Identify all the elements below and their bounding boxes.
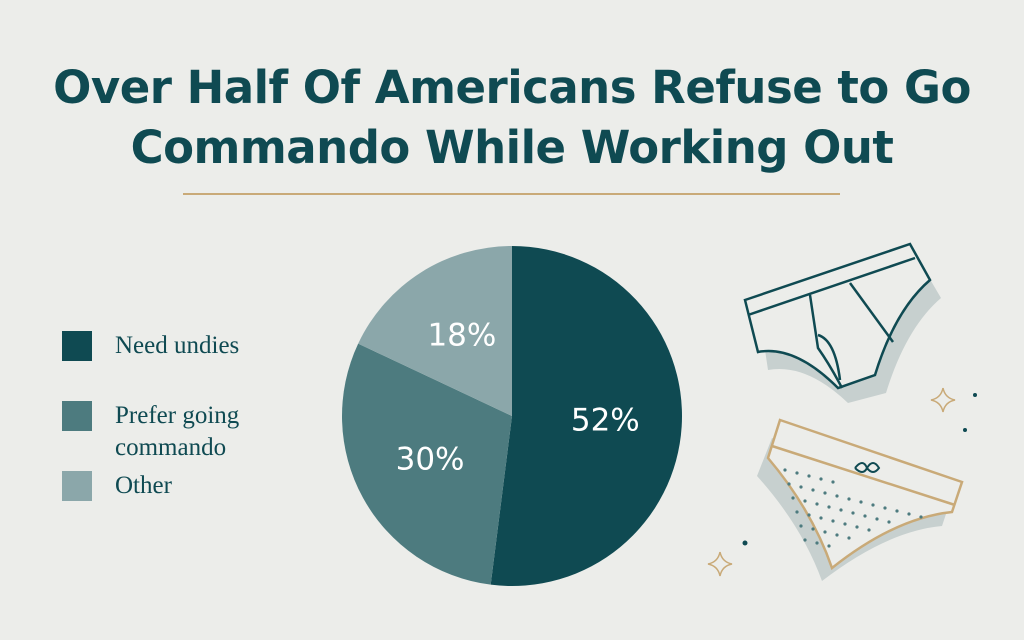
pattern — [783, 468, 923, 548]
dot — [855, 525, 859, 529]
dot — [795, 510, 799, 514]
legend-swatch — [62, 471, 92, 501]
dot — [815, 541, 819, 545]
dot — [795, 471, 799, 475]
dot — [811, 488, 815, 492]
dot — [859, 500, 863, 504]
dot — [831, 519, 835, 523]
pie-slice — [341, 343, 512, 585]
dot — [883, 506, 887, 510]
dot — [895, 509, 899, 513]
chart-title: Over Half Of Americans Refuse to Go Comm… — [53, 61, 971, 174]
dot — [803, 499, 807, 503]
dot — [803, 538, 807, 542]
dot — [847, 497, 851, 501]
legend-label: Other — [115, 472, 172, 499]
data-label: 52% — [571, 402, 640, 438]
data-label: 30% — [396, 442, 465, 478]
dot — [783, 468, 787, 472]
dot — [907, 512, 911, 516]
dot — [851, 511, 855, 515]
illustration — [707, 242, 977, 581]
dot — [799, 485, 803, 489]
pie-slice — [358, 246, 512, 416]
dot — [807, 513, 811, 517]
dot — [827, 544, 831, 548]
dot — [867, 528, 871, 532]
legend-swatch — [62, 331, 92, 361]
dot — [819, 477, 823, 481]
legend-label: Prefer going commando — [115, 402, 240, 461]
dot — [823, 530, 827, 534]
dot — [875, 517, 879, 521]
dot — [807, 474, 811, 478]
pie-slice — [490, 246, 682, 586]
dot — [835, 494, 839, 498]
dot — [843, 522, 847, 526]
dot — [887, 520, 891, 524]
dot — [827, 505, 831, 509]
dot — [787, 482, 791, 486]
legend-item: Other — [62, 471, 275, 502]
dot — [823, 491, 827, 495]
legend-item: Need undies — [62, 331, 275, 362]
dot — [919, 515, 923, 519]
title-rule — [183, 193, 840, 195]
dot — [811, 527, 815, 531]
dot — [839, 508, 843, 512]
legend-label: Need undies — [115, 332, 240, 359]
dot — [831, 480, 835, 484]
dot — [799, 524, 803, 528]
dot — [871, 503, 875, 507]
dot — [863, 514, 867, 518]
dot — [819, 516, 823, 520]
dot — [835, 533, 839, 537]
legend-swatch — [62, 401, 92, 431]
dot — [847, 536, 851, 540]
legend-item: Prefer going commando — [62, 401, 275, 464]
data-label: 18% — [427, 318, 496, 354]
dot — [815, 502, 819, 506]
dot — [791, 496, 795, 500]
